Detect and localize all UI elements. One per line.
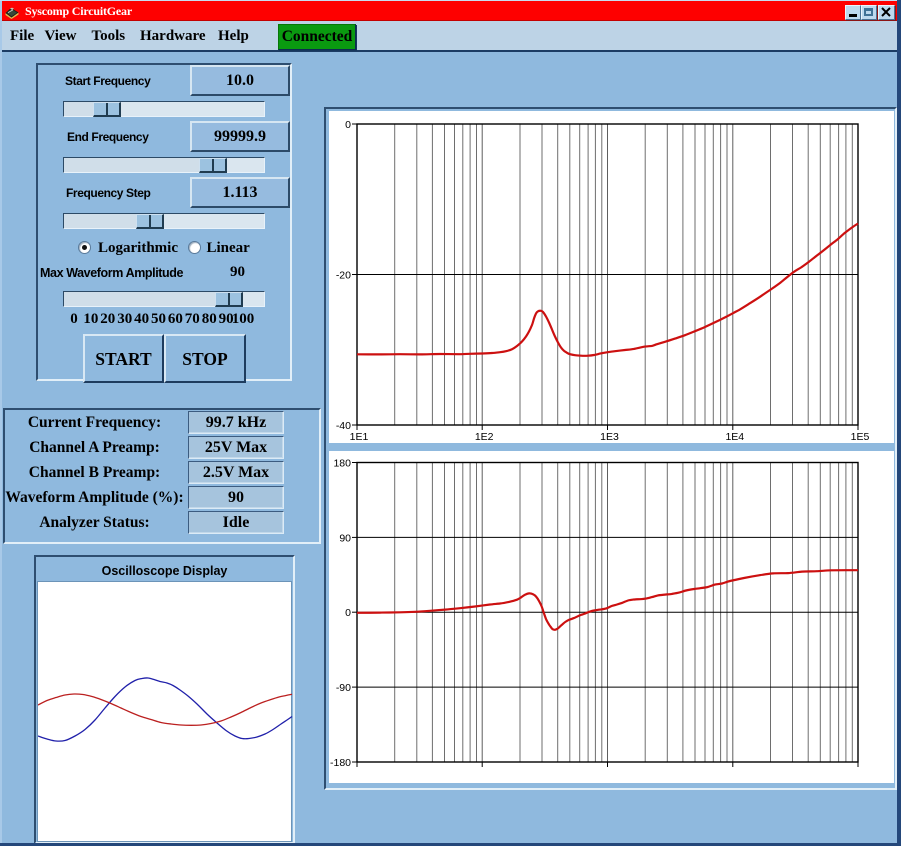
svg-text:180: 180	[333, 458, 351, 470]
svg-text:-90: -90	[336, 682, 351, 694]
svg-text:0: 0	[345, 607, 351, 619]
svg-text:0: 0	[345, 119, 351, 131]
svg-text:-20: -20	[336, 270, 351, 282]
svg-text:1E5: 1E5	[851, 431, 870, 443]
svg-text:1E2: 1E2	[475, 431, 494, 443]
svg-text:90: 90	[339, 532, 351, 544]
svg-text:1E3: 1E3	[600, 431, 619, 443]
svg-text:-180: -180	[330, 757, 351, 769]
svg-text:1E4: 1E4	[725, 431, 744, 443]
svg-text:1E1: 1E1	[350, 431, 369, 443]
svg-text:-40: -40	[336, 420, 351, 432]
